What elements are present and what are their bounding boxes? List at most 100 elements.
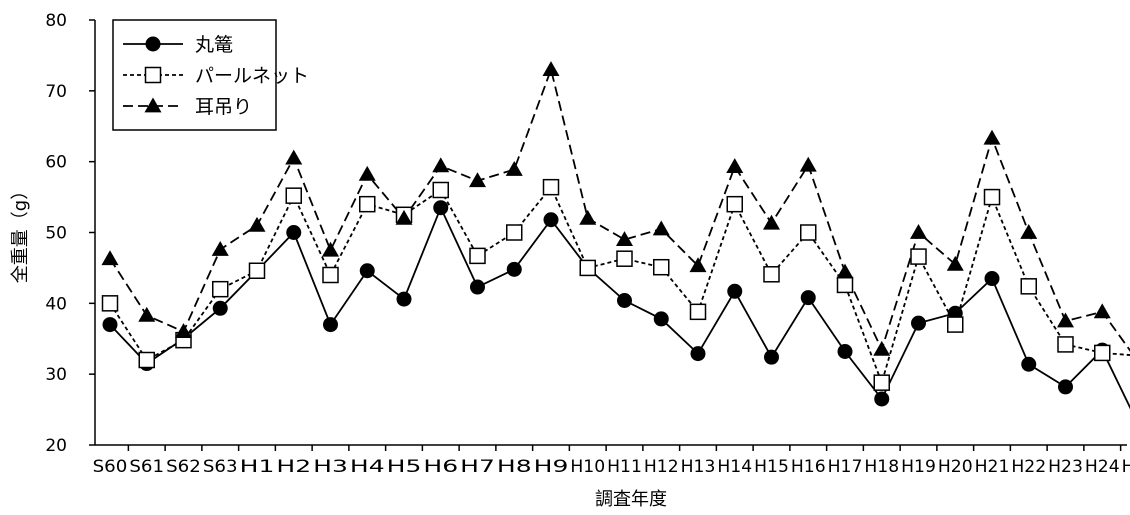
y-tick-label: 70 bbox=[45, 82, 67, 102]
data-point-2 bbox=[248, 216, 266, 232]
data-point-1 bbox=[689, 303, 707, 321]
x-tick-label: H18 bbox=[864, 457, 899, 477]
y-tick-label: 40 bbox=[45, 294, 67, 314]
data-point-0 bbox=[727, 283, 743, 299]
y-tick-label: 80 bbox=[45, 11, 67, 31]
legend-marker-1 bbox=[144, 66, 162, 84]
data-point-0 bbox=[800, 290, 816, 306]
data-point-1 bbox=[542, 178, 560, 196]
data-point-1 bbox=[506, 224, 523, 241]
data-point-0 bbox=[617, 293, 632, 308]
data-point-2 bbox=[799, 156, 817, 172]
x-tick-label: H14 bbox=[717, 457, 752, 477]
data-point-1 bbox=[910, 248, 927, 265]
data-point-2 bbox=[873, 340, 891, 356]
x-tick-label: H17 bbox=[828, 457, 863, 477]
legend-marker-0 bbox=[145, 36, 161, 52]
data-point-2 bbox=[432, 157, 450, 173]
data-point-2 bbox=[763, 214, 780, 230]
y-axis: 20 30 40 50 60 70 80 bbox=[45, 11, 96, 456]
data-point-1 bbox=[947, 316, 964, 333]
data-point-1 bbox=[726, 195, 743, 213]
x-tick-label: H12 bbox=[644, 457, 679, 477]
x-tick-label: H7 bbox=[460, 457, 495, 477]
data-point-2 bbox=[542, 61, 560, 76]
x-tick-label: H10 bbox=[570, 457, 605, 477]
data-point-2 bbox=[726, 158, 744, 173]
y-tick-label: 30 bbox=[45, 365, 67, 385]
x-tick-label: H24 bbox=[1085, 457, 1120, 477]
data-point-1 bbox=[653, 258, 670, 276]
data-point-1 bbox=[212, 280, 229, 298]
data-point-1 bbox=[1057, 336, 1074, 353]
data-point-0 bbox=[653, 311, 669, 327]
series-line-2 bbox=[109, 66, 1130, 352]
x-tick-label: H21 bbox=[975, 457, 1010, 477]
data-point-0 bbox=[1021, 356, 1037, 372]
data-point-2 bbox=[175, 323, 192, 339]
data-point-0 bbox=[433, 200, 449, 216]
x-tick-label: H19 bbox=[901, 457, 936, 477]
data-point-1 bbox=[138, 351, 155, 369]
x-tick-label: H8 bbox=[497, 457, 532, 477]
data-point-2 bbox=[505, 160, 523, 176]
x-tick-label: H11 bbox=[607, 457, 642, 477]
x-tick-label: H3 bbox=[313, 457, 348, 477]
x-tick-label: S63 bbox=[203, 457, 238, 477]
y-tick-label: 60 bbox=[45, 153, 67, 173]
legend-label-0: 丸篭 bbox=[195, 34, 233, 56]
x-tick-label: H2 bbox=[276, 457, 311, 477]
x-tick-label: H16 bbox=[791, 457, 826, 477]
data-point-2 bbox=[1093, 303, 1111, 319]
data-point-1 bbox=[1094, 344, 1111, 362]
series-line-1 bbox=[109, 185, 1130, 386]
data-point-1 bbox=[359, 195, 376, 213]
x-tick-label: H1 bbox=[240, 457, 275, 477]
data-point-0 bbox=[102, 317, 118, 333]
x-tick-label: H15 bbox=[754, 457, 789, 477]
data-point-1 bbox=[322, 266, 339, 284]
x-tick-label: S61 bbox=[129, 457, 164, 477]
data-point-0 bbox=[1058, 379, 1073, 395]
data-point-1 bbox=[432, 181, 449, 199]
data-point-2 bbox=[1020, 224, 1038, 239]
x-tick-label: H13 bbox=[681, 457, 716, 477]
data-point-0 bbox=[396, 291, 412, 307]
y-tick-label: 50 bbox=[45, 224, 67, 244]
data-point-0 bbox=[359, 263, 375, 279]
x-tick-label: H22 bbox=[1011, 457, 1046, 477]
data-point-1 bbox=[616, 250, 633, 267]
data-point-1 bbox=[469, 247, 486, 265]
data-point-0 bbox=[690, 346, 706, 362]
data-point-1 bbox=[836, 276, 854, 294]
x-axis-title: 調査年度 bbox=[595, 489, 667, 510]
x-tick-label: H20 bbox=[938, 457, 973, 477]
data-point-1 bbox=[101, 295, 119, 312]
data-point-2 bbox=[211, 241, 229, 256]
x-tick-label: H5 bbox=[387, 457, 422, 477]
data-point-0 bbox=[984, 271, 1000, 287]
data-point-1 bbox=[763, 266, 780, 283]
data-point-1 bbox=[285, 187, 302, 204]
data-point-0 bbox=[764, 349, 779, 365]
data-point-2 bbox=[946, 255, 964, 271]
data-point-0 bbox=[543, 212, 559, 228]
data-point-2 bbox=[652, 220, 670, 236]
data-point-1 bbox=[873, 374, 890, 391]
data-point-2 bbox=[358, 165, 376, 181]
data-point-2 bbox=[138, 306, 156, 322]
data-point-1 bbox=[1020, 278, 1037, 295]
x-axis: S60 S61 S62 S63 H1 H2 H3 H4 H5 H6 H7 H8 H9 H10 H11 H12 H… bbox=[93, 444, 1130, 477]
y-tick-label: 20 bbox=[45, 436, 67, 456]
data-point-0 bbox=[286, 225, 302, 240]
data-point-0 bbox=[212, 300, 228, 316]
data-point-2 bbox=[689, 257, 707, 273]
data-point-2 bbox=[983, 129, 1001, 145]
data-point-2 bbox=[616, 231, 633, 246]
data-point-0 bbox=[911, 315, 926, 331]
x-tick-label: H6 bbox=[423, 457, 458, 477]
x-tick-label: H4 bbox=[350, 457, 385, 477]
data-point-2 bbox=[1057, 312, 1074, 328]
legend-label-1: パールネット bbox=[195, 65, 309, 87]
